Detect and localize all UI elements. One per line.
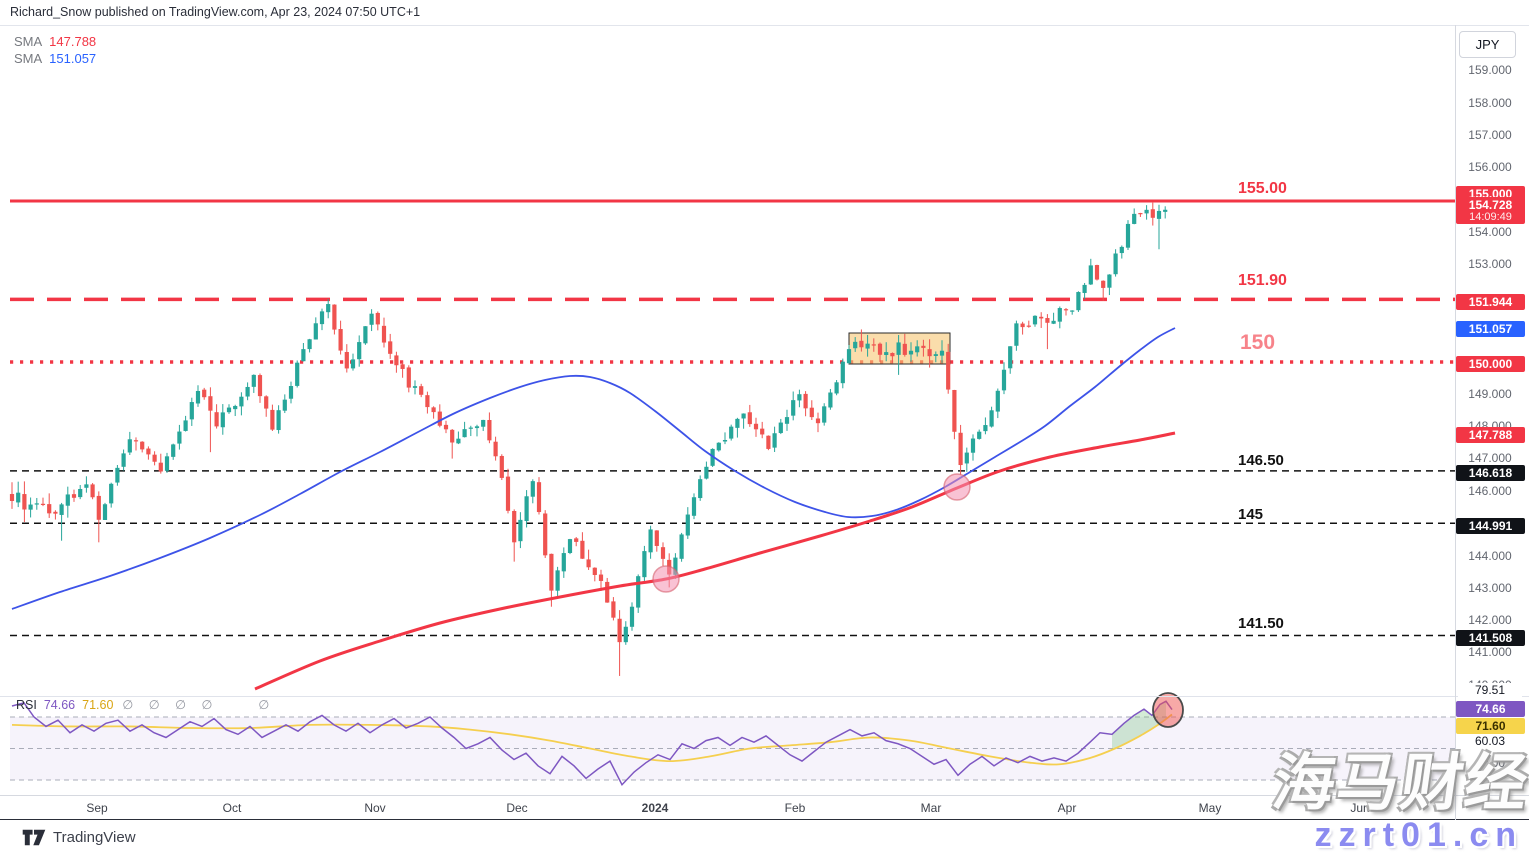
time-axis-border: [0, 795, 1529, 796]
highlight-circle-2: [943, 473, 971, 501]
rsi-divergence-fill: [1112, 701, 1166, 750]
axis-badge-154.728: 154.728 14:09:49: [1456, 197, 1525, 224]
time-axis-label-Mar: Mar: [920, 801, 942, 815]
axis-tick-157.000: 157.000: [1468, 128, 1512, 142]
countdown-timer: 14:09:49: [1469, 211, 1512, 223]
axis-value-60.03: 60.03: [1458, 734, 1522, 749]
axis-tick-159.000: 159.000: [1468, 63, 1512, 77]
sma-slow-line: [11, 327, 1176, 610]
axis-badge-151.057: 151.057: [1456, 320, 1525, 337]
axis-value-79.51: 79.51: [1458, 683, 1522, 698]
axis-badge-144.991: 144.991: [1456, 517, 1525, 534]
axis-badge-141.508: 141.508: [1456, 629, 1525, 646]
axis-tick-156.000: 156.000: [1468, 160, 1512, 174]
chart-bottom-border: [0, 819, 1529, 820]
pane-divider: [0, 696, 1529, 697]
level-label-141.50: 141.50: [1238, 615, 1284, 632]
axis-badge-71.60: 71.60: [1456, 717, 1525, 734]
rsi-empty-values: ∅ ∅ ∅ ∅: [122, 698, 219, 712]
time-axis-label-Dec: Dec: [506, 801, 528, 815]
axis-badge-151.944: 151.944: [1456, 293, 1525, 310]
rsi-highlight-circle: [1152, 692, 1184, 728]
candlestick-series: [9, 202, 1168, 676]
rsi-value: 74.66: [43, 698, 76, 712]
rsi-ma-value: 71.60: [82, 698, 114, 712]
currency-toggle-button[interactable]: JPY: [1459, 31, 1516, 58]
axis-tick-141.000: 141.000: [1468, 645, 1512, 659]
highlight-circle-1: [652, 565, 680, 593]
rsi-empty-last: ∅: [258, 698, 270, 712]
axis-tick-153.000: 153.000: [1468, 257, 1512, 271]
sma2-label: SMA: [14, 51, 43, 66]
axis-badge-146.618: 146.618: [1456, 464, 1525, 481]
axis-tick-158.000: 158.000: [1468, 96, 1512, 110]
sma2-value: 151.057: [49, 51, 97, 66]
sma-legend-row-1: SMA 147.788: [14, 34, 96, 49]
time-axis-label-Nov: Nov: [364, 801, 386, 815]
sma-legend-row-2: SMA 151.057: [14, 51, 96, 66]
level-label-151.90: 151.90: [1238, 272, 1287, 289]
time-axis-label-Sep: Sep: [86, 801, 108, 815]
level-label-145: 145: [1238, 506, 1264, 523]
time-axis-label-Apr: Apr: [1057, 801, 1077, 815]
sma1-value: 147.788: [49, 34, 97, 49]
sma1-label: SMA: [14, 34, 43, 49]
axis-tick-144.000: 144.000: [1468, 549, 1512, 563]
sma-fast-line: [254, 431, 1176, 691]
rsi-ma-line: [11, 713, 1173, 766]
axis-badge-147.788: 147.788: [1456, 426, 1525, 443]
time-axis-label-Jun: Jun: [1350, 801, 1370, 815]
level-label-150: 150: [1240, 331, 1276, 354]
rsi-legend-row: RSI 74.66 71.60 ∅ ∅ ∅ ∅ ∅: [16, 697, 269, 712]
header-divider: [0, 25, 1529, 26]
axis-tick-154.000: 154.000: [1468, 225, 1512, 239]
axis-tick-143.000: 143.000: [1468, 581, 1512, 595]
rsi-line: [11, 700, 1173, 787]
time-axis-label-2024: 2024: [641, 801, 669, 815]
time-axis[interactable]: Sep Oct Nov Dec 2024 Feb Mar Apr May Jun: [0, 795, 1455, 820]
axis-badge-74.66: 74.66: [1456, 700, 1525, 717]
axis-value-40.00: 40.00: [1458, 756, 1522, 771]
axis-tick-149.000: 149.000: [1468, 387, 1512, 401]
axis-badge-150.000: 150.000: [1456, 355, 1525, 372]
price-axis-border: [1455, 25, 1456, 820]
time-axis-label-Oct: Oct: [222, 801, 242, 815]
level-label-146.50: 146.50: [1238, 452, 1284, 469]
publish-attribution: Richard_Snow published on TradingView.co…: [10, 5, 421, 19]
level-label-155.00: 155.00: [1238, 180, 1287, 197]
rsi-label: RSI: [16, 698, 37, 712]
tradingview-logo-text: TradingView: [53, 829, 136, 846]
tradingview-logo[interactable]: TradingView: [22, 829, 136, 846]
time-axis-label-May: May: [1198, 801, 1222, 815]
axis-tick-142.000: 142.000: [1468, 613, 1512, 627]
time-axis-label-Feb: Feb: [784, 801, 806, 815]
axis-tick-146.000: 146.000: [1468, 484, 1512, 498]
tradingview-logo-icon: [22, 829, 46, 846]
axis-tick-147.000: 147.000: [1468, 451, 1512, 465]
